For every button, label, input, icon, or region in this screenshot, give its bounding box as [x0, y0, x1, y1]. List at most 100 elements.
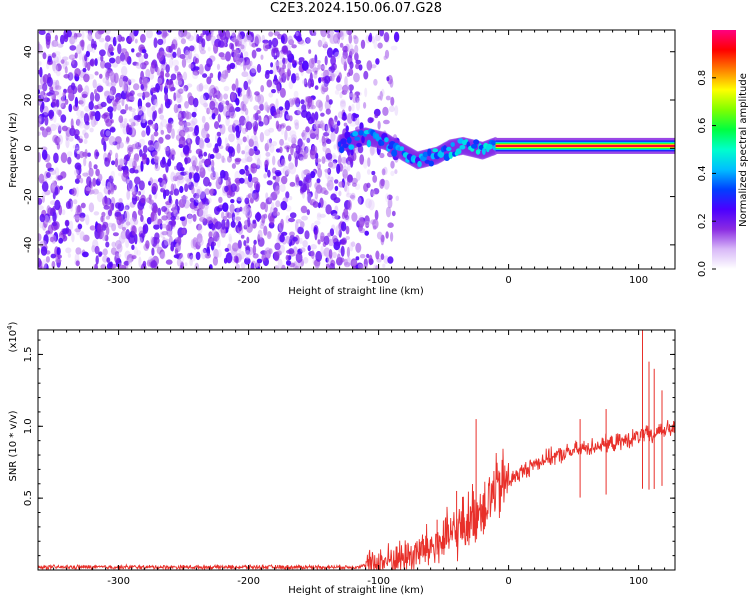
noise-speckle — [244, 145, 250, 155]
noise-speckle — [332, 235, 338, 243]
noise-speckle — [278, 67, 285, 76]
noise-speckle — [50, 253, 56, 259]
noise-speckle — [293, 119, 299, 126]
noise-speckle — [295, 252, 303, 264]
noise-speckle — [75, 143, 80, 151]
noise-speckle — [138, 256, 142, 268]
noise-speckle — [210, 159, 215, 168]
noise-speckle — [321, 156, 326, 164]
noise-speckle — [229, 35, 235, 41]
noise-speckle — [385, 193, 389, 203]
noise-speckle — [235, 129, 241, 139]
noise-speckle — [294, 265, 300, 269]
noise-speckle — [64, 98, 69, 105]
noise-speckle — [123, 260, 130, 266]
noise-speckle — [284, 110, 289, 121]
noise-speckle — [208, 86, 215, 96]
noise-speckle — [65, 247, 72, 254]
noise-speckle — [173, 103, 179, 114]
noise-speckle — [76, 205, 82, 215]
noise-speckle — [46, 172, 51, 178]
noise-speckle — [133, 83, 140, 91]
noise-speckle — [235, 97, 240, 106]
noise-speckle — [248, 148, 255, 157]
noise-speckle — [231, 212, 236, 223]
noise-speckle — [115, 55, 121, 65]
noise-speckle — [225, 116, 230, 127]
noise-speckle — [49, 86, 54, 92]
noise-speckle — [161, 32, 169, 37]
noise-speckle — [145, 68, 151, 78]
noise-speckle — [65, 201, 72, 209]
noise-speckle — [254, 135, 258, 146]
noise-speckle — [197, 238, 204, 247]
transition-blob — [490, 140, 497, 146]
noise-speckle — [78, 49, 83, 61]
noise-speckle — [263, 225, 268, 236]
noise-speckle — [260, 201, 266, 210]
noise-speckle — [105, 241, 110, 248]
noise-speckle — [183, 84, 189, 92]
noise-speckle — [219, 30, 227, 41]
noise-speckle — [273, 251, 280, 262]
noise-speckle — [385, 231, 389, 239]
noise-speckle — [181, 194, 189, 206]
noise-speckle — [176, 175, 184, 181]
snr-x-axis-label: Height of straight line (km) — [288, 585, 424, 596]
noise-speckle — [121, 232, 126, 240]
noise-speckle — [313, 72, 318, 79]
noise-speckle — [204, 205, 208, 217]
noise-speckle — [105, 79, 110, 87]
noise-speckle — [288, 80, 294, 90]
noise-speckle — [134, 140, 138, 149]
noise-speckle — [118, 198, 123, 204]
noise-speckle — [105, 71, 110, 81]
noise-speckle — [213, 42, 219, 54]
noise-speckle — [234, 39, 240, 46]
noise-speckle — [175, 243, 180, 251]
noise-speckle — [345, 225, 350, 235]
noise-speckle — [367, 117, 374, 124]
spectrogram-x-axis-label: Height of straight line (km) — [288, 286, 424, 297]
noise-speckle — [362, 263, 368, 269]
noise-speckle — [244, 151, 250, 163]
noise-speckle — [65, 132, 69, 141]
noise-speckle — [390, 160, 395, 169]
noise-speckle — [193, 106, 198, 114]
noise-speckle — [102, 77, 110, 84]
noise-speckle — [83, 157, 87, 167]
noise-speckle — [380, 253, 385, 260]
noise-speckle — [215, 178, 222, 190]
noise-speckle — [129, 108, 136, 112]
noise-speckle — [53, 152, 59, 164]
noise-speckle — [64, 66, 68, 74]
noise-speckle — [260, 85, 265, 93]
noise-speckle — [82, 58, 86, 68]
noise-speckle — [88, 32, 92, 38]
noise-speckle — [175, 215, 180, 221]
noise-speckle — [327, 232, 331, 237]
noise-speckle — [317, 39, 323, 48]
noise-speckle — [316, 60, 321, 64]
noise-speckle — [133, 218, 139, 225]
noise-speckle — [350, 241, 356, 247]
noise-speckle — [51, 260, 56, 269]
noise-speckle — [120, 52, 126, 62]
transition-blob — [475, 149, 481, 155]
noise-speckle — [105, 130, 111, 137]
noise-speckle — [122, 169, 130, 178]
noise-speckle — [104, 157, 108, 162]
noise-speckle — [96, 85, 104, 93]
noise-speckle — [246, 156, 253, 163]
noise-speckle — [300, 205, 308, 214]
noise-speckle — [178, 31, 181, 40]
snr-y-multiplier-prefix: (x10 — [8, 330, 19, 353]
noise-speckle — [105, 215, 111, 220]
transition-blob — [380, 140, 385, 146]
noise-speckle — [339, 92, 343, 99]
noise-speckle — [84, 148, 88, 159]
noise-speckle — [272, 155, 276, 166]
noise-speckle — [288, 162, 294, 170]
noise-speckle — [211, 241, 217, 247]
noise-speckle — [199, 49, 206, 55]
